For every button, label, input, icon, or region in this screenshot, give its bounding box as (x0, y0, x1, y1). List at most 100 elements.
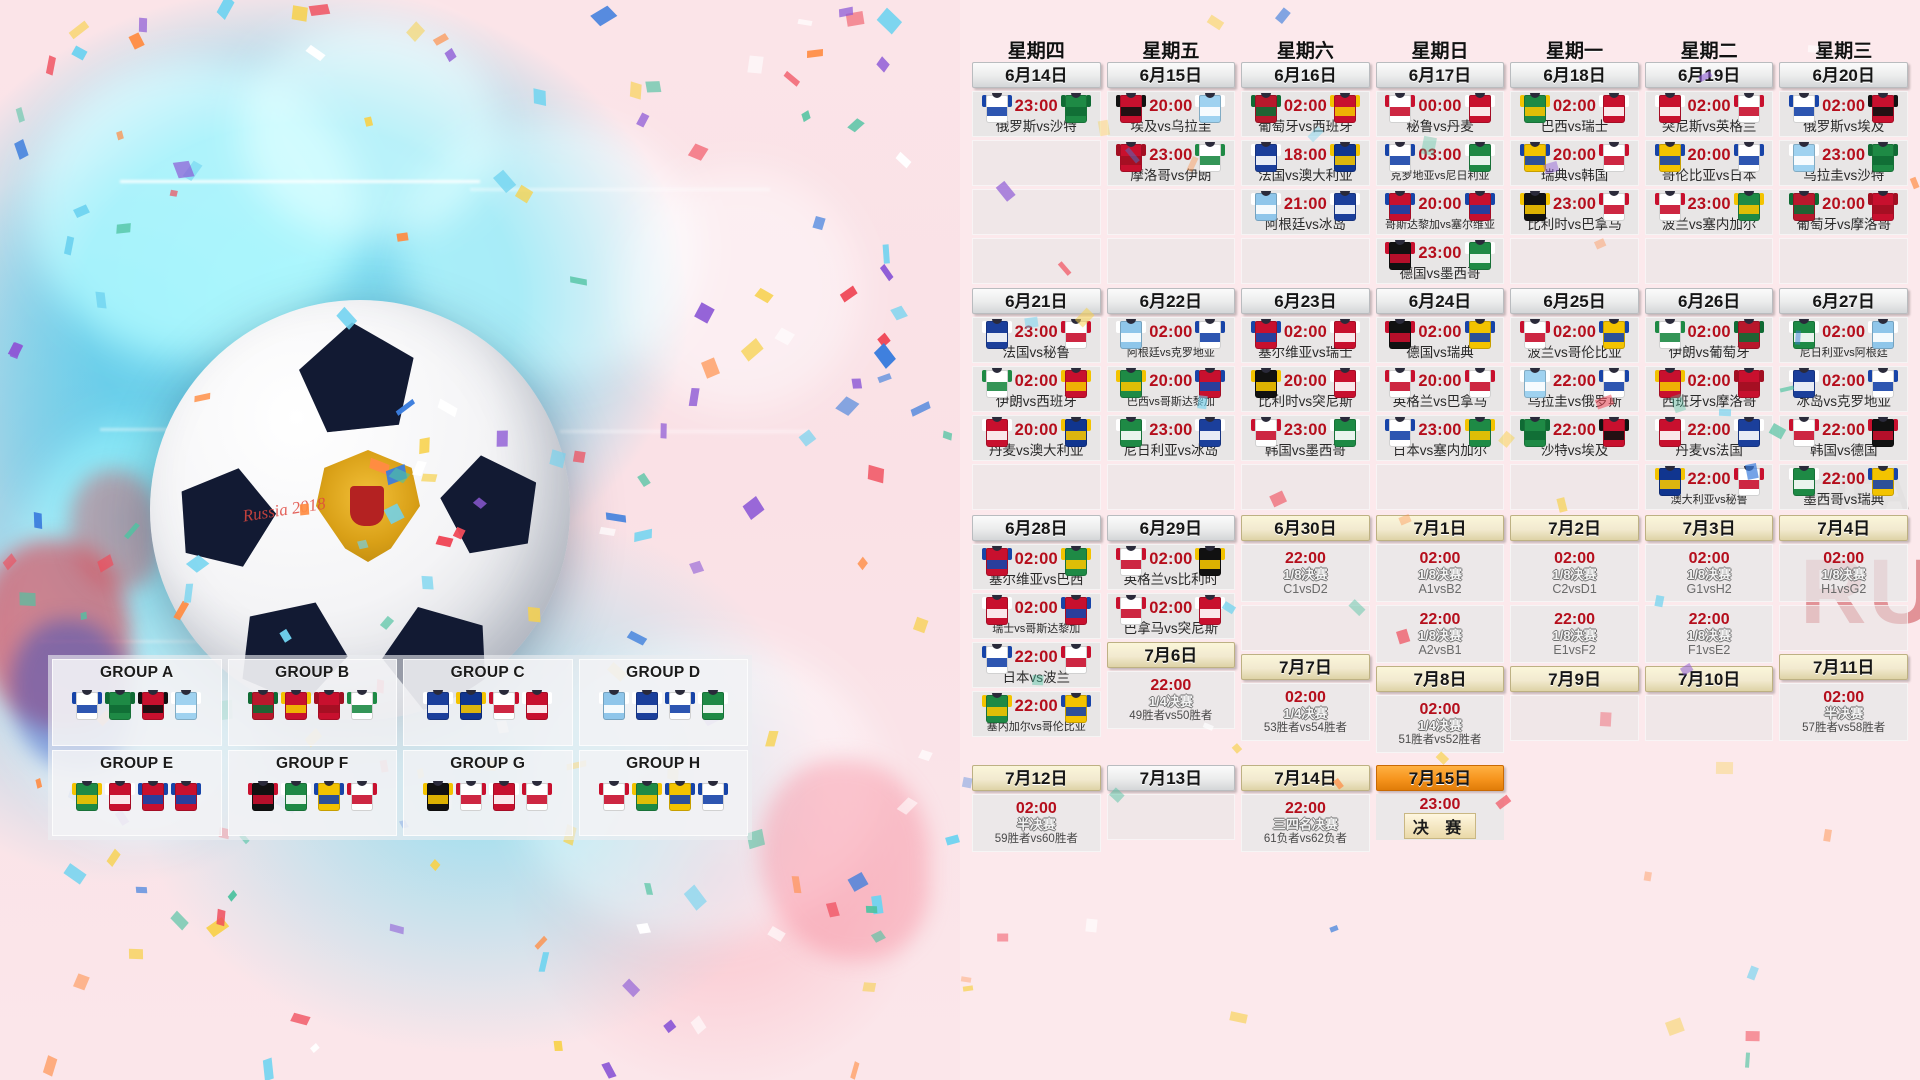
match-cell[interactable]: 02:00 俄罗斯vs埃及 (1779, 91, 1908, 137)
group-box-e[interactable]: GROUP E (52, 749, 222, 836)
date-header[interactable]: 7月6日 (1106, 642, 1236, 668)
match-cell[interactable]: 22:00 丹麦vs法国 (1644, 415, 1774, 461)
group-box-f[interactable]: GROUP F (227, 749, 397, 836)
date-header[interactable]: 7月4日 (1779, 515, 1908, 541)
match-cell[interactable]: 23:00 摩洛哥vs伊朗 (1106, 140, 1236, 186)
date-header[interactable]: 7月9日 (1510, 666, 1639, 692)
date-header[interactable]: 6月30日 (1241, 515, 1370, 541)
date-header[interactable]: 6月14日 (972, 62, 1101, 88)
knockout-match-cell[interactable]: 22:00 1/8决赛 A2vsB1 (1375, 605, 1505, 663)
match-cell[interactable]: 02:00 德国vs瑞典 (1375, 317, 1505, 363)
match-cell[interactable]: 23:00 波兰vs塞内加尔 (1644, 189, 1774, 235)
date-header[interactable]: 7月10日 (1644, 666, 1774, 692)
date-header[interactable]: 6月29日 (1106, 515, 1236, 541)
match-cell[interactable]: 20:00 比利时vs突尼斯 (1241, 366, 1370, 412)
match-cell[interactable]: 20:00 哥伦比亚vs日本 (1644, 140, 1774, 186)
match-cell[interactable]: 23:00 俄罗斯vs沙特 (972, 91, 1101, 137)
date-header[interactable]: 6月23日 (1241, 288, 1370, 314)
match-cell[interactable]: 21:00 阿根廷vs冰岛 (1241, 189, 1370, 235)
knockout-match-cell[interactable]: 02:00 1/8决赛 A1vsB2 (1375, 544, 1505, 602)
match-cell[interactable]: 20:00 葡萄牙vs摩洛哥 (1779, 189, 1908, 235)
date-header[interactable]: 6月15日 (1106, 62, 1236, 88)
match-cell[interactable]: 02:00 伊朗vs西班牙 (972, 366, 1101, 412)
knockout-match-cell[interactable]: 02:00 半决赛 57胜者vs58胜者 (1779, 683, 1908, 741)
match-cell[interactable]: 23:00 日本vs塞内加尔 (1375, 415, 1505, 461)
date-header[interactable]: 7月11日 (1779, 654, 1908, 680)
match-cell[interactable]: 02:00 塞尔维亚vs瑞士 (1241, 317, 1370, 363)
date-header[interactable]: 6月28日 (972, 515, 1101, 541)
match-cell[interactable]: 22:00 澳大利亚vs秘鲁 (1644, 464, 1774, 510)
group-box-g[interactable]: GROUP G (403, 749, 573, 836)
group-box-d[interactable]: GROUP D (578, 659, 748, 746)
knockout-match-cell[interactable]: 22:00 三四名决赛 61负者vs62负者 (1241, 794, 1370, 852)
knockout-match-cell[interactable]: 22:00 1/8决赛 E1vsF2 (1510, 605, 1639, 663)
match-cell[interactable]: 22:00 墨西哥vs瑞典 (1779, 464, 1908, 510)
match-cell[interactable]: 02:00 突尼斯vs英格兰 (1644, 91, 1774, 137)
date-header[interactable]: 6月21日 (972, 288, 1101, 314)
group-box-a[interactable]: GROUP A (52, 659, 222, 746)
knockout-match-cell[interactable]: 22:00 1/8决赛 C1vsD2 (1241, 544, 1370, 602)
match-cell[interactable]: 22:00 日本vs波兰 (972, 642, 1101, 688)
knockout-match-cell[interactable]: 02:00 1/8决赛 G1vsH2 (1644, 544, 1774, 602)
date-header[interactable]: 7月14日 (1241, 765, 1370, 791)
match-cell[interactable]: 02:00 塞尔维亚vs巴西 (972, 544, 1101, 590)
date-header[interactable]: 7月13日 (1106, 765, 1236, 791)
date-header[interactable]: 7月8日 (1375, 666, 1505, 692)
date-header[interactable]: 7月15日 (1375, 765, 1505, 791)
date-header[interactable]: 6月17日 (1375, 62, 1505, 88)
date-header[interactable]: 7月2日 (1510, 515, 1639, 541)
match-cell[interactable]: 20:00 英格兰vs巴拿马 (1375, 366, 1505, 412)
match-cell[interactable]: 02:00 瑞士vs哥斯达黎加 (972, 593, 1101, 639)
date-header[interactable]: 6月26日 (1644, 288, 1774, 314)
match-cell[interactable]: 20:00 巴西vs哥斯达黎加 (1106, 366, 1236, 412)
date-header[interactable]: 6月18日 (1510, 62, 1639, 88)
match-cell[interactable]: 02:00 巴西vs瑞士 (1510, 91, 1639, 137)
match-cell[interactable]: 00:00 秘鲁vs丹麦 (1375, 91, 1505, 137)
match-cell[interactable]: 18:00 法国vs澳大利亚 (1241, 140, 1370, 186)
date-header[interactable]: 7月1日 (1375, 515, 1505, 541)
match-cell[interactable]: 23:00 德国vs墨西哥 (1375, 238, 1505, 284)
date-header[interactable]: 7月7日 (1241, 654, 1370, 680)
date-header[interactable]: 7月3日 (1644, 515, 1774, 541)
match-cell[interactable]: 20:00 瑞典vs韩国 (1510, 140, 1639, 186)
knockout-match-cell[interactable]: 22:00 1/8决赛 F1vsE2 (1644, 605, 1774, 663)
match-cell[interactable]: 02:00 阿根廷vs克罗地亚 (1106, 317, 1236, 363)
match-cell[interactable]: 22:00 乌拉圭vs俄罗斯 (1510, 366, 1639, 412)
group-box-c[interactable]: GROUP C (403, 659, 573, 746)
match-cell[interactable]: 02:00 伊朗vs葡萄牙 (1644, 317, 1774, 363)
match-cell[interactable]: 02:00 巴拿马vs突尼斯 (1106, 593, 1236, 639)
match-cell[interactable]: 23:00 法国vs秘鲁 (972, 317, 1101, 363)
date-header[interactable]: 6月27日 (1779, 288, 1908, 314)
match-cell[interactable]: 22:00 塞内加尔vs哥伦比亚 (972, 691, 1101, 737)
match-cell[interactable]: 03:00 克罗地亚vs尼日利亚 (1375, 140, 1505, 186)
match-cell[interactable]: 23:00 韩国vs墨西哥 (1241, 415, 1370, 461)
match-cell[interactable]: 22:00 韩国vs德国 (1779, 415, 1908, 461)
group-box-b[interactable]: GROUP B (227, 659, 397, 746)
knockout-match-cell[interactable]: 22:00 1/4决赛 49胜者vs50胜者 (1106, 671, 1236, 729)
match-cell[interactable]: 02:00 波兰vs哥伦比亚 (1510, 317, 1639, 363)
match-cell[interactable]: 23:00 乌拉圭vs沙特 (1779, 140, 1908, 186)
group-box-h[interactable]: GROUP H (578, 749, 748, 836)
match-cell[interactable]: 20:00 哥斯达黎加vs塞尔维亚 (1375, 189, 1505, 235)
match-cell[interactable]: 23:00 比利时vs巴拿马 (1510, 189, 1639, 235)
match-cell[interactable]: 22:00 沙特vs埃及 (1510, 415, 1639, 461)
knockout-match-cell[interactable]: 02:00 1/4决赛 53胜者vs54胜者 (1241, 683, 1370, 741)
knockout-match-cell[interactable]: 02:00 1/8决赛 C2vsD1 (1510, 544, 1639, 602)
match-cell[interactable]: 23:00 尼日利亚vs冰岛 (1106, 415, 1236, 461)
match-cell[interactable]: 20:00 丹麦vs澳大利亚 (972, 415, 1101, 461)
date-header[interactable]: 6月20日 (1779, 62, 1908, 88)
date-header[interactable]: 6月19日 (1644, 62, 1774, 88)
knockout-match-cell[interactable]: 02:00 1/8决赛 H1vsG2 (1779, 544, 1908, 602)
date-header[interactable]: 6月16日 (1241, 62, 1370, 88)
match-cell[interactable]: 02:00 冰岛vs克罗地亚 (1779, 366, 1908, 412)
knockout-match-cell[interactable]: 02:00 1/4决赛 51胜者vs52胜者 (1375, 695, 1505, 753)
match-cell[interactable]: 20:00 埃及vs乌拉圭 (1106, 91, 1236, 137)
match-cell[interactable]: 02:00 西班牙vs摩洛哥 (1644, 366, 1774, 412)
date-header[interactable]: 6月24日 (1375, 288, 1505, 314)
final-match-cell[interactable]: 23:00 决 赛 (1375, 794, 1505, 840)
knockout-match-cell[interactable]: 02:00 半决赛 59胜者vs60胜者 (972, 794, 1101, 852)
match-cell[interactable]: 02:00 葡萄牙vs西班牙 (1241, 91, 1370, 137)
match-cell[interactable]: 02:00 英格兰vs比利时 (1106, 544, 1236, 590)
match-cell[interactable]: 02:00 尼日利亚vs阿根廷 (1779, 317, 1908, 363)
date-header[interactable]: 6月22日 (1106, 288, 1236, 314)
